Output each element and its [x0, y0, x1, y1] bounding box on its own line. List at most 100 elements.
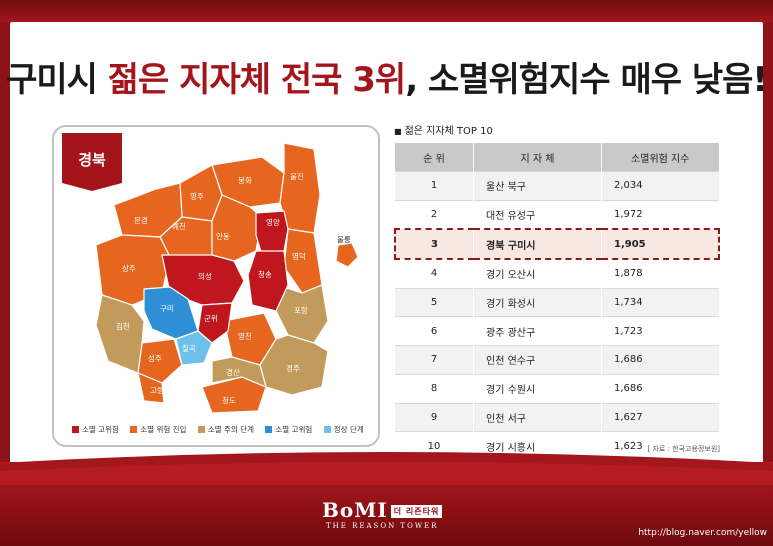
- cell-value: 1,686: [601, 373, 720, 403]
- legend-item: 소멸 주의 단계: [197, 424, 255, 435]
- label-gunwi: 군위: [204, 314, 218, 323]
- cell-name: 대전 유성구: [473, 199, 602, 230]
- logo-badge: 더 리즌타워: [390, 505, 443, 518]
- cell-value: 1,723: [601, 316, 720, 346]
- label-pohang: 포항: [294, 306, 308, 315]
- cell-rank: 2: [395, 199, 474, 230]
- cell-rank: 4: [395, 258, 474, 289]
- cell-name: 경기 수원시: [473, 373, 602, 403]
- label-yeongyang: 영양: [266, 217, 280, 227]
- cell-value: 1,972: [601, 199, 720, 230]
- cell-value: 2,034: [601, 171, 720, 201]
- title-part1: 구미시: [6, 60, 108, 100]
- table-row: 9 인천 서구 1,627: [395, 402, 720, 432]
- cell-name: 광주 광산구: [473, 316, 602, 346]
- label-gumi: 구미: [160, 304, 174, 313]
- page-title: 구미시 젊은 지자체 전국 3위, 소멸위험지수 매우 낮음!: [0, 52, 773, 101]
- cell-value: 1,686: [601, 345, 720, 375]
- table-row: 8 경기 수원시 1,686: [395, 373, 720, 403]
- label-mungyeong: 문경: [134, 215, 148, 225]
- title-highlight: 젊은 지자체 전국 3위: [107, 60, 406, 100]
- table-row: 1 울산 북구 2,034: [395, 171, 720, 201]
- cell-value: 1,623: [601, 431, 720, 461]
- table-header-row: 순 위 지 자 체 소멸위험 지수: [395, 143, 720, 172]
- cell-name: 경기 오산시: [473, 258, 602, 289]
- legend-label: 소멸 고위험: [275, 425, 313, 434]
- cell-value: 1,627: [601, 402, 720, 432]
- region-ulleung: [335, 242, 359, 268]
- label-andong: 안동: [216, 231, 230, 241]
- cell-name: 울산 북구: [473, 171, 602, 201]
- legend-item: 소멸 고위험: [265, 424, 312, 435]
- region-badge: 경북: [62, 133, 122, 191]
- title-part3: , 소멸위험지수 매우 낮음!: [405, 60, 768, 100]
- cell-rank: 3: [394, 228, 474, 261]
- cell-name: 경기 화성시: [473, 287, 602, 317]
- table-title: ■ 젊은 지자체 TOP 10: [394, 122, 493, 137]
- cell-rank: 7: [395, 345, 474, 375]
- cell-rank: 6: [395, 316, 474, 346]
- label-cheongsong: 청송: [258, 270, 272, 279]
- cell-value: 1,734: [601, 287, 720, 317]
- label-bonghwa: 봉화: [238, 176, 252, 185]
- header-rank: 순 위: [395, 143, 474, 172]
- cell-name: 경북 구미시: [473, 228, 602, 261]
- bottom-curve: [0, 452, 773, 485]
- label-yecheon: 예천: [172, 221, 186, 231]
- cell-value: 1,905: [601, 228, 720, 261]
- cell-rank: 1: [395, 171, 474, 201]
- label-sangju: 상주: [122, 263, 136, 273]
- legend-item: 정상 단계: [323, 424, 364, 435]
- region-cheongsong: [247, 250, 289, 312]
- label-yeongju: 영주: [190, 191, 204, 201]
- top-band: [0, 0, 773, 22]
- table-row: 6 광주 광산구 1,723: [395, 316, 720, 346]
- table-row-highlighted: 3 경북 구미시 1,905: [394, 228, 720, 261]
- blog-url[interactable]: http://blog.naver.com/yellow: [638, 528, 767, 538]
- legend-label: 소멸 주의 단계: [207, 425, 255, 434]
- legend-label: 소멸 위험 진입: [140, 425, 187, 434]
- cell-name: 인천 서구: [473, 402, 602, 432]
- label-gyeongju: 경주: [286, 363, 300, 373]
- table-row: 2 대전 유성구 1,972: [395, 199, 720, 230]
- region-yeongdeok: [283, 228, 323, 294]
- cell-name: 인천 연수구: [473, 345, 602, 375]
- source-note: [ 자료 : 한국고용정보원]: [647, 445, 720, 453]
- region-goryeong: [137, 372, 165, 404]
- legend-item: 소멸 고위험: [72, 424, 119, 435]
- map-legend: 소멸 고위험 소멸 위험 진입 소멸 주의 단계 소멸 고위험 정상 단계: [72, 424, 372, 438]
- header-name: 지 자 체: [473, 143, 602, 172]
- table-row: 7 인천 연수구 1,686: [395, 345, 720, 375]
- logo-tagline: THE REASON TOWER: [326, 522, 439, 530]
- cell-rank: 8: [395, 373, 474, 403]
- region-gyeongsan: [211, 356, 267, 389]
- label-yeongcheon: 영천: [238, 331, 252, 341]
- table-row: 5 경기 화성시 1,734: [395, 287, 720, 317]
- region-gimcheon: [95, 294, 145, 374]
- gyeongbuk-map: 봉화 울진 영주 문경 예천 영양 안동 영덕 울릉 상주 의성 청송 구미 군…: [95, 142, 359, 414]
- label-cheongdo: 청도: [222, 396, 236, 405]
- cell-value: 1,878: [601, 258, 720, 289]
- label-gimcheon: 김천: [116, 321, 130, 331]
- header-value: 소멸위험 지수: [601, 143, 720, 172]
- region-chilgok: [175, 330, 213, 366]
- badge-label: 경북: [78, 151, 106, 169]
- cell-rank: 5: [395, 287, 474, 317]
- legend-label: 소멸 고위험: [82, 425, 119, 434]
- brand-logo: BoMI 더 리즌타워: [322, 498, 443, 522]
- label-goryeong: 고령: [150, 386, 164, 395]
- table-row: 4 경기 오산시 1,878: [395, 258, 720, 289]
- square-bullet-icon: ■: [394, 127, 402, 136]
- logo-name: BoMI: [322, 498, 388, 522]
- label-uljin: 울진: [290, 171, 304, 181]
- label-ulleung: 울릉: [337, 235, 351, 244]
- ranking-table: 순 위 지 자 체 소멸위험 지수 1 울산 북구 2,034 2 대전 유성구 1,9…: [394, 143, 720, 461]
- label-seongju: 성주: [148, 354, 162, 363]
- region-gunwi: [197, 302, 233, 344]
- table-title-text: 젊은 지자체 TOP 10: [404, 126, 493, 137]
- label-uiseong: 의성: [198, 271, 212, 281]
- legend-item: 소멸 위험 진입: [130, 424, 186, 435]
- label-gyeongsan: 경산: [226, 367, 240, 377]
- cell-rank: 9: [395, 402, 474, 432]
- region-pohang: [275, 284, 329, 344]
